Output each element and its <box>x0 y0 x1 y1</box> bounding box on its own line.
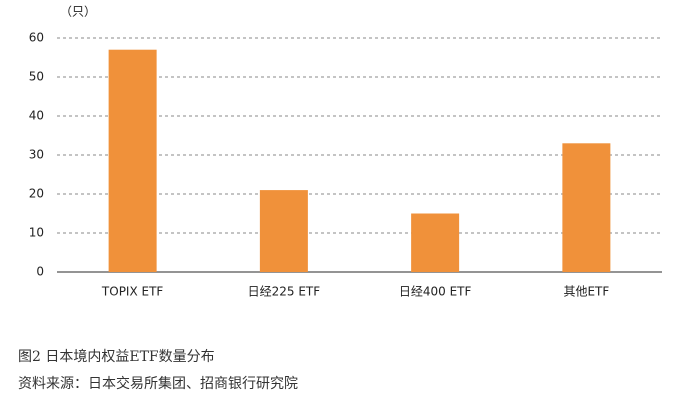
bar <box>411 213 460 272</box>
x-tick-label: 日经400 ETF <box>399 285 472 299</box>
bar <box>259 190 308 272</box>
y-tick-label: 0 <box>36 265 44 279</box>
source-caption: 资料来源：日本交易所集团、招商银行研究院 <box>18 375 298 392</box>
y-tick-label: 60 <box>29 31 44 45</box>
y-unit: （只） <box>60 5 96 19</box>
bar <box>562 143 611 272</box>
y-tick-label: 10 <box>29 226 44 240</box>
y-tick-label: 50 <box>29 70 44 84</box>
bar <box>108 49 157 273</box>
x-tick-label: 其他ETF <box>563 285 609 299</box>
y-tick-label: 40 <box>29 109 44 123</box>
x-tick-label: TOPIX ETF <box>101 285 163 299</box>
x-tick-label: 日经225 ETF <box>248 285 321 299</box>
figure-caption: 图2 日本境内权益ETF数量分布 <box>18 349 215 365</box>
y-tick-label: 20 <box>29 187 44 201</box>
y-tick-label: 30 <box>29 148 44 162</box>
